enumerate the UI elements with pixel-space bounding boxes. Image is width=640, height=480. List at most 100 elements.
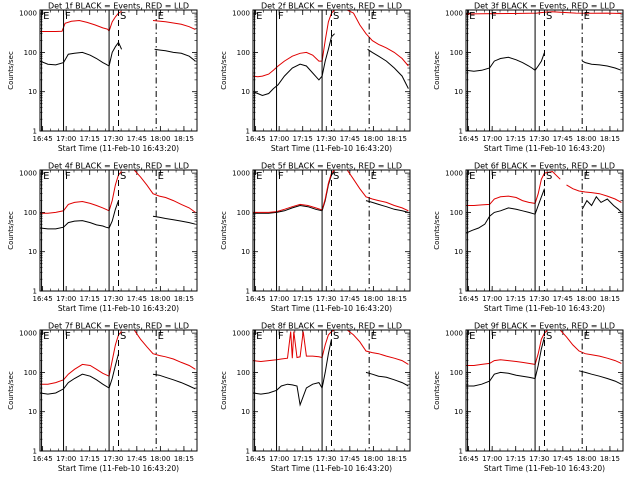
time-marker-label: F [65, 171, 71, 182]
time-marker-label: E [43, 331, 49, 342]
plot-data-area [466, 330, 622, 387]
y-axis-label: Counts/sec [7, 51, 15, 90]
y-tick-label: 10 [241, 88, 250, 96]
x-tick-label: 16:45 [33, 295, 53, 303]
lld-series-line [346, 10, 409, 67]
y-tick-label: 10 [28, 408, 37, 416]
y-tick-label: 1 [33, 128, 37, 136]
plot-frame [252, 169, 411, 292]
x-tick-label: 18:15 [600, 135, 620, 143]
x-tick-label: 17:00 [482, 135, 502, 143]
events-series-line [154, 48, 196, 62]
lld-series-line [152, 20, 196, 31]
time-marker-label: F [491, 11, 497, 22]
time-marker-label: S [333, 331, 339, 342]
events-series-line [367, 48, 409, 89]
events-series-line [152, 373, 196, 390]
x-tick-label: 16:45 [459, 135, 479, 143]
time-marker-label: E [584, 11, 590, 22]
y-tick-label: 100 [237, 49, 250, 57]
x-tick-label: 17:30 [529, 455, 549, 463]
x-tick-label: 18:15 [600, 455, 620, 463]
x-tick-label: 18:00 [576, 455, 596, 463]
x-tick-label: 18:00 [363, 455, 383, 463]
time-marker-label: E [371, 11, 377, 22]
y-tick-label: 100 [24, 209, 37, 217]
y-tick-label: 1 [33, 448, 37, 456]
x-tick-label: 18:00 [363, 135, 383, 143]
x-tick-label: 17:00 [482, 295, 502, 303]
time-marker-label: S [120, 171, 126, 182]
plot-frame [465, 329, 624, 452]
lld-series-line [566, 184, 622, 203]
time-marker-label: E [256, 171, 262, 182]
time-marker-label: F [65, 331, 71, 342]
x-tick-label: 17:15 [293, 455, 313, 463]
lld-series-line [466, 170, 561, 206]
x-axis-label: Start Time (11-Feb-10 16:43:20) [484, 144, 605, 153]
time-marker-label: E [158, 171, 164, 182]
x-axis-label: Start Time (11-Feb-10 16:43:20) [58, 144, 179, 153]
events-series-line [581, 60, 622, 71]
events-series-line [365, 200, 409, 213]
x-tick-label: 18:15 [387, 295, 407, 303]
lld-series-line [133, 330, 196, 370]
lld-series-line [133, 170, 196, 213]
x-tick-label: 17:45 [553, 455, 573, 463]
lld-series-line [40, 331, 122, 385]
chart-title: Det 6f BLACK = Events, RED = LLD [474, 162, 615, 171]
x-tick-label: 18:15 [387, 135, 407, 143]
lld-series-line [253, 10, 345, 78]
chart-panel-8: Det 8f BLACK = Events, RED = LLD Counts/s… [220, 322, 411, 473]
x-axis-label: Start Time (11-Feb-10 16:43:20) [484, 464, 605, 473]
x-tick-label: 17:30 [103, 135, 123, 143]
x-tick-label: 16:45 [459, 295, 479, 303]
events-series-line [253, 33, 335, 97]
y-tick-label: 1000 [19, 330, 37, 338]
y-tick-label: 1 [246, 128, 250, 136]
time-marker-label: E [43, 171, 49, 182]
x-tick-label: 17:15 [506, 295, 526, 303]
x-tick-label: 17:15 [506, 135, 526, 143]
time-marker-label: E [469, 171, 475, 182]
x-tick-label: 17:30 [529, 295, 549, 303]
x-tick-label: 18:15 [600, 295, 620, 303]
chart-panel-7: Det 7f BLACK = Events, RED = LLD Counts/s… [7, 322, 198, 473]
y-tick-label: 100 [450, 49, 463, 57]
events-series-line [152, 215, 196, 225]
y-tick-label: 10 [28, 248, 37, 256]
chart-panel-5: Det 5f BLACK = Events, RED = LLD Counts/s… [220, 162, 411, 313]
x-tick-label: 17:15 [80, 135, 100, 143]
x-tick-label: 17:30 [316, 135, 336, 143]
y-tick-label: 1 [33, 288, 37, 296]
y-tick-label: 1 [246, 288, 250, 296]
chart-title: Det 1f BLACK = Events, RED = LLD [48, 2, 189, 11]
x-tick-label: 17:30 [103, 295, 123, 303]
plot-frame [39, 169, 198, 292]
y-tick-label: 1000 [19, 170, 37, 178]
time-marker-label: E [584, 171, 590, 182]
x-axis-label: Start Time (11-Feb-10 16:43:20) [58, 304, 179, 313]
chart-title: Det 7f BLACK = Events, RED = LLD [48, 322, 189, 331]
time-marker-label: E [371, 331, 377, 342]
events-series-line [40, 41, 123, 67]
time-marker-label: F [278, 331, 284, 342]
events-series-line [578, 370, 622, 385]
x-tick-label: 17:45 [127, 295, 147, 303]
x-tick-label: 16:45 [33, 135, 53, 143]
chart-panel-3: Det 3f BLACK = Events, RED = LLD Counts/s… [433, 2, 624, 153]
y-tick-label: 1 [459, 288, 463, 296]
chart-title: Det 3f BLACK = Events, RED = LLD [474, 2, 615, 11]
x-tick-label: 18:15 [174, 135, 194, 143]
chart-panel-1: Det 1f BLACK = Events, RED = LLD Counts/s… [7, 2, 198, 153]
time-marker-label: F [65, 11, 71, 22]
events-series-line [466, 336, 545, 387]
chart-title: Det 4f BLACK = Events, RED = LLD [48, 162, 189, 171]
y-tick-label: 100 [237, 369, 250, 377]
y-tick-label: 100 [24, 369, 37, 377]
chart-panel-2: Det 2f BLACK = Events, RED = LLD Counts/s… [220, 2, 411, 153]
x-tick-label: 17:00 [269, 135, 289, 143]
plot-data-area [40, 330, 196, 395]
chart-panel-6: Det 6f BLACK = Events, RED = LLD Counts/s… [433, 162, 624, 313]
x-tick-label: 17:15 [506, 455, 526, 463]
